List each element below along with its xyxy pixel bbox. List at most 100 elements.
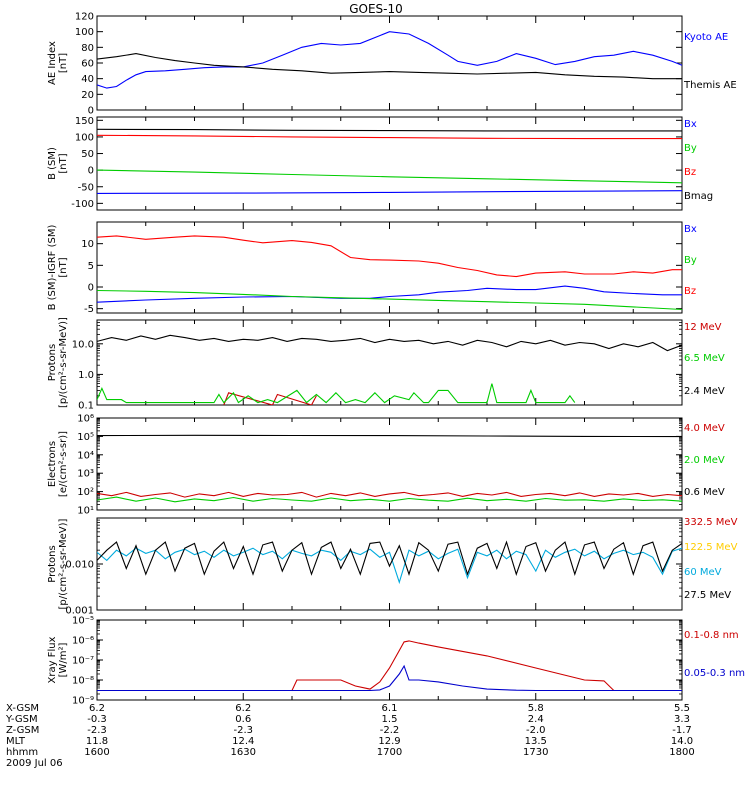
orbit-value: -1.7 (672, 725, 692, 736)
orbit-value: 13.5 (525, 736, 547, 747)
legend-entry: 60 MeV (684, 567, 722, 578)
y-tick-label: 10⁻⁷ (72, 656, 94, 667)
y-tick-label: 50 (81, 149, 94, 160)
orbit-value: 12.4 (232, 736, 254, 747)
orbit-value: 6.2 (89, 703, 105, 714)
orbit-value: 6.1 (382, 703, 398, 714)
y-tick-label: -5 (84, 304, 94, 315)
series-line-xray-0 (97, 640, 682, 692)
y-tick-label: 10² (77, 487, 94, 498)
y-tick-label: 100 (75, 132, 94, 143)
legend-entry: Bz (684, 286, 696, 297)
orbit-value: -2.2 (380, 725, 400, 736)
legend-entry: 27.5 MeV (684, 590, 731, 601)
y-tick-label: 10.0 (72, 339, 94, 350)
series-line-bigrf-1 (97, 289, 682, 311)
y-tick-label: 80 (81, 43, 94, 54)
date-label: 2009 Jul 06 (6, 758, 63, 769)
y-tick-label: 10⁻⁵ (72, 616, 94, 627)
orbit-value: 14.0 (671, 736, 693, 747)
y-tick-label: 10⁵ (77, 432, 94, 443)
orbit-value: 0.6 (235, 714, 251, 725)
y-tick-label: 0.010 (65, 560, 94, 571)
orbit-value: 1730 (523, 747, 548, 758)
legend-entry: Bmag (684, 191, 713, 202)
y-tick-label: 10⁻⁶ (72, 636, 94, 647)
series-line-electrons-0 (97, 491, 682, 498)
y-axis-label: Protons (47, 344, 58, 381)
chart-title: GOES-10 (349, 2, 403, 16)
orbit-value: 12.9 (378, 736, 400, 747)
panel-bigrf: -5 0 5 10 B (SM)-IGRF (SM) [nT] Bx By Bz (47, 221, 697, 315)
orbit-value: 11.8 (86, 736, 108, 747)
legend-entry: Bz (684, 167, 696, 178)
orbit-value: 1600 (84, 747, 109, 758)
legend-entry: 2.4 MeV (684, 386, 725, 397)
panel-electrons: 10¹ 10² 10³ 10⁴ 10⁵ 10⁶ Electrons [e/(cm²-s-sr)… (47, 414, 725, 517)
y-tick-label: 5 (88, 261, 94, 272)
y-tick-label: 10⁴ (77, 450, 94, 461)
y-axis-label: [p/(cm²-s-sr-MeV)] (58, 317, 69, 408)
legend-entry: Bx (684, 224, 697, 235)
series-line-bsm-1 (97, 169, 682, 184)
legend-entry: 0.1-0.8 nm (684, 630, 739, 641)
y-tick-label: 0.1 (78, 401, 94, 412)
series-line-ae-0 (97, 31, 682, 89)
y-axis-label: [p/(cm²-s-sr-MeV)] (58, 518, 69, 609)
legend-entry: 332.5 MeV (684, 517, 738, 528)
panel-frame (96, 319, 683, 406)
legend-entry: 6.5 MeV (684, 353, 725, 364)
y-tick-label: 40 (81, 74, 94, 85)
legend-entry: 4.0 MeV (684, 423, 725, 434)
legend-entry: Kyoto AE (684, 32, 728, 43)
y-tick-label: -100 (71, 199, 94, 210)
y-axis-label: [W/m²] (58, 642, 69, 677)
orbit-value: 3.3 (674, 714, 690, 725)
series-line-bsm-2 (97, 134, 682, 140)
series-line-protons1-2 (97, 334, 682, 352)
legend-entry: 0.05-0.3 nm (684, 668, 745, 679)
orbit-value: 5.8 (528, 703, 544, 714)
orbit-value: 1700 (377, 747, 402, 758)
panel-xray: 10⁻⁹ 10⁻⁸ 10⁻⁷ 10⁻⁶ 10⁻⁵ Xray Flux [W/m²] 0.1-0… (47, 616, 745, 707)
y-tick-label: 10⁻⁸ (72, 676, 94, 687)
y-tick-label: 0.001 (65, 606, 94, 617)
series-line-bsm-3 (97, 128, 682, 132)
orbit-value: -0.3 (87, 714, 107, 725)
y-tick-label: 100 (75, 27, 94, 38)
orbit-row-label: MLT (6, 736, 26, 747)
orbit-value: -2.3 (87, 725, 107, 736)
y-tick-label: 60 (81, 59, 94, 70)
y-tick-label: 10 (81, 239, 94, 250)
y-tick-label: 20 (81, 90, 94, 101)
series-line-protons1-1 (97, 383, 576, 404)
y-axis-label: Electrons (47, 441, 58, 487)
panel-ae: 0 20 40 60 80 100 120 AE Index [nT] Kyoto AE Themi… (47, 12, 737, 117)
orbit-value: 1.5 (382, 714, 398, 725)
orbit-row-label: Y-GSM (5, 714, 38, 725)
y-tick-label: 1.0 (78, 370, 94, 381)
panel-frame (96, 619, 683, 701)
orbit-value: 5.5 (674, 703, 690, 714)
orbit-value: 6.2 (235, 703, 251, 714)
y-tick-label: 10⁶ (77, 414, 94, 425)
y-axis-label: B (SM) (47, 147, 58, 180)
orbit-table: X-GSM 6.2 6.2 6.1 5.8 5.5 Y-GSM -0.3 0.6 1.5 2.4 3.… (5, 703, 695, 769)
legend-entry: 12 MeV (684, 322, 722, 333)
panel-protons1: 0.1 1.0 10.0 Protons [p/(cm²-s-sr-MeV)] 12 Me… (47, 317, 725, 412)
legend-entry: 0.6 MeV (684, 487, 725, 498)
panel-frame (96, 15, 683, 111)
orbit-row-label: hhmm (6, 747, 38, 758)
orbit-value: 1800 (669, 747, 694, 758)
orbit-value: 2.4 (528, 714, 544, 725)
panel-protons2: 0.001 0.010 Protons [p/(cm²-s-sr-MeV)] 332.5… (47, 517, 738, 617)
series-line-ae-1 (97, 53, 682, 80)
panel-bsm: -100 -50 0 50 100 150 B (SM) [nT] Bx By Bz Bmag (47, 116, 713, 211)
legend-entry: 2.0 MeV (684, 455, 725, 466)
y-tick-label: 10¹ (77, 506, 94, 517)
series-line-protons1-0 (223, 392, 317, 405)
series-line-electrons-1 (97, 496, 682, 503)
y-axis-label: [e/(cm²-s-sr)] (58, 431, 69, 497)
y-tick-label: 0 (88, 106, 94, 117)
series-line-bigrf-0 (97, 285, 682, 303)
